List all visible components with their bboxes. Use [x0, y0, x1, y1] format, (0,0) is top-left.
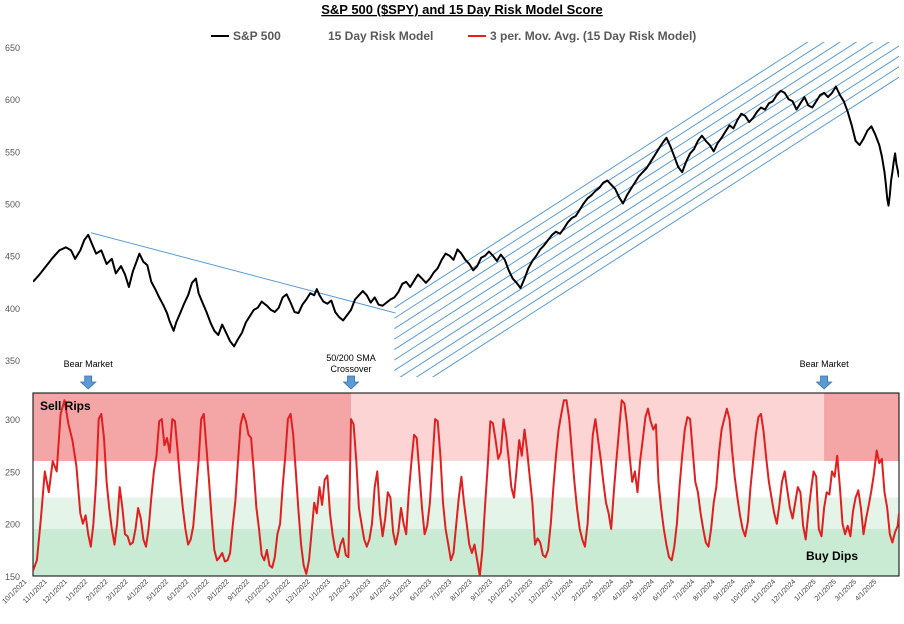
annotation-label: 50/200 SMA	[326, 353, 376, 363]
channel-line	[394, 42, 890, 361]
channel-line	[431, 76, 899, 377]
sp500-series	[33, 85, 899, 348]
channel-line	[394, 42, 874, 350]
lower-panel-border	[32, 392, 900, 577]
upper-y-tick-label: 550	[5, 147, 20, 157]
down-arrow-icon	[342, 375, 360, 390]
risk-model-moving-average-line	[33, 399, 899, 576]
legend-label-sp500: S&P 500	[233, 29, 281, 43]
risk-model-series	[33, 399, 899, 576]
lower-y-axis: 300 250 200 150	[5, 415, 20, 582]
legend-label-moving-average: 3 per. Mov. Avg. (15 Day Risk Model)	[490, 29, 696, 43]
sp500-line	[33, 85, 899, 348]
lower-y-tick-label: 150	[5, 572, 20, 582]
downtrend-line	[90, 232, 396, 314]
upper-y-tick-label: 650	[5, 43, 20, 53]
zone-neutral	[33, 460, 899, 498]
annotation-label: Bear Market	[64, 359, 114, 369]
annotation-label: Bear Market	[800, 359, 850, 369]
channel-line	[394, 42, 842, 330]
upper-y-tick-label: 450	[5, 252, 20, 262]
lower-y-tick-label: 250	[5, 467, 20, 477]
annotation-label-line2: Crossover	[331, 364, 372, 374]
zone-buy	[33, 528, 899, 576]
lower-y-tick-label: 300	[5, 415, 20, 425]
upper-y-tick-label: 350	[5, 356, 20, 366]
legend: S&P 500 15 Day Risk Model 3 per. Mov. Av…	[211, 29, 696, 43]
x-axis: 10/1/202111/1/202112/1/20211/1/20222/1/2…	[1, 578, 878, 605]
legend-label-risk-model: 15 Day Risk Model	[328, 29, 433, 43]
bear-market-highlight	[824, 393, 899, 461]
channel-line	[415, 66, 899, 377]
lower-y-tick-label: 200	[5, 520, 20, 530]
bear-market-highlight	[33, 393, 352, 461]
buy-dips-label: Buy Dips	[806, 549, 858, 563]
channel-line	[399, 55, 899, 377]
upper-y-tick-label: 400	[5, 304, 20, 314]
down-arrow-icon	[815, 375, 833, 390]
sell-rips-label: Sell Rips	[40, 399, 91, 413]
channel-line	[394, 42, 809, 309]
upper-y-axis: 650 600 550 500 450 400 350	[5, 43, 20, 366]
upper-y-tick-label: 600	[5, 95, 20, 105]
chart-title: S&P 500 ($SPY) and 15 Day Risk Model Sco…	[321, 2, 603, 17]
risk-zones	[32, 392, 900, 577]
channel-line	[394, 42, 858, 340]
x-tick-label: 4/1/2025	[854, 578, 878, 602]
down-arrow-icon	[79, 375, 97, 390]
upper-y-tick-label: 500	[5, 200, 20, 210]
channel-line	[394, 45, 899, 371]
channel-line	[394, 42, 825, 319]
trendlines	[90, 42, 899, 377]
